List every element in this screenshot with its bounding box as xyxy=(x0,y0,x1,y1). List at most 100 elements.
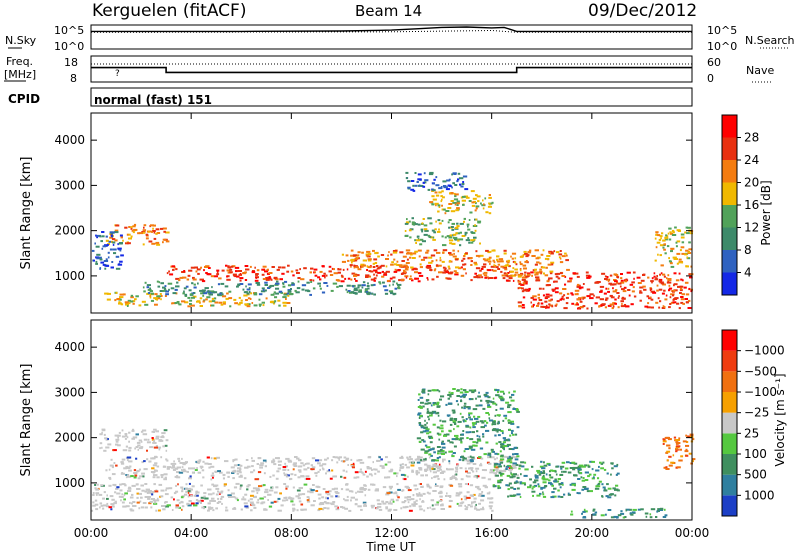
colorbar-swatch xyxy=(722,205,737,228)
heatmap-cell xyxy=(271,486,274,489)
heatmap-cell xyxy=(471,391,475,394)
heatmap-cell xyxy=(160,476,164,479)
heatmap-cell xyxy=(495,442,498,445)
heatmap-cell xyxy=(345,483,349,486)
heatmap-cell xyxy=(406,498,412,501)
heatmap-cell xyxy=(687,435,692,438)
heatmap-cell xyxy=(372,483,376,486)
heatmap-cell xyxy=(531,255,536,257)
heatmap-cell xyxy=(447,221,450,224)
heatmap-cell xyxy=(176,476,181,479)
heatmap-cell xyxy=(614,302,617,305)
heatmap-cell xyxy=(452,255,457,258)
heatmap-cell xyxy=(436,457,440,459)
heatmap-cell xyxy=(539,270,543,273)
heatmap-cell xyxy=(245,268,250,271)
heatmap-cell xyxy=(605,287,607,290)
heatmap-cell xyxy=(313,500,316,502)
heatmap-cell xyxy=(242,288,245,291)
heatmap-cell xyxy=(677,285,680,288)
heatmap-cell xyxy=(471,456,475,459)
heatmap-cell xyxy=(428,418,430,421)
heatmap-cell xyxy=(487,250,492,253)
heatmap-cell xyxy=(161,435,164,438)
heatmap-cell xyxy=(170,462,175,465)
heatmap-cell xyxy=(433,249,438,252)
heatmap-cell xyxy=(433,476,436,479)
heatmap-cell xyxy=(436,401,440,404)
heatmap-cell xyxy=(457,250,460,253)
heatmap-cell xyxy=(115,267,121,270)
heatmap-cell xyxy=(459,183,462,186)
heatmap-cell xyxy=(492,402,497,405)
heatmap-cell xyxy=(499,396,504,399)
heatmap-cell xyxy=(321,496,325,499)
heatmap-cell xyxy=(213,484,219,487)
heatmap-cell xyxy=(621,297,626,300)
heatmap-cell xyxy=(442,271,447,274)
heatmap-cell xyxy=(470,469,473,471)
heatmap-cell xyxy=(455,400,459,403)
heatmap-cell xyxy=(192,276,195,279)
heatmap-cell xyxy=(334,487,338,490)
heatmap-cell xyxy=(460,274,465,277)
heatmap-cell xyxy=(662,283,666,286)
heatmap-cell xyxy=(270,278,273,281)
colorbar-swatch xyxy=(722,330,737,351)
heatmap-cell xyxy=(517,301,523,304)
heatmap-cell xyxy=(419,238,424,241)
heatmap-cell xyxy=(100,240,103,243)
heatmap-cell xyxy=(154,462,158,465)
heatmap-cell xyxy=(361,265,364,268)
heatmap-cell xyxy=(464,233,467,236)
heatmap-cell xyxy=(503,464,506,467)
heatmap-cell xyxy=(585,271,589,274)
heatmap-cell xyxy=(520,473,522,476)
heatmap-cell xyxy=(201,280,206,283)
heatmap-cell xyxy=(106,502,109,505)
heatmap-cell xyxy=(678,261,681,264)
heatmap-cell xyxy=(443,433,447,436)
heatmap-cell xyxy=(429,236,435,239)
heatmap-cell xyxy=(91,509,94,512)
colorbar-frame xyxy=(721,329,738,517)
heatmap-cell xyxy=(210,465,215,468)
heatmap-cell xyxy=(178,460,181,463)
heatmap-cell xyxy=(176,475,179,478)
heatmap-cell xyxy=(436,501,440,504)
heatmap-cell xyxy=(557,495,561,498)
heatmap-cell xyxy=(164,295,167,297)
heatmap-cell xyxy=(620,300,624,303)
heatmap-cell xyxy=(454,419,457,422)
heatmap-cell xyxy=(338,458,340,461)
heatmap-cell xyxy=(657,297,660,300)
heatmap-cell xyxy=(145,237,149,240)
heatmap-cell xyxy=(393,258,396,261)
x-axis-ticks: 00:00 04:00 08:00 12:00 16:00 20:00 00:00 xyxy=(74,113,709,540)
heatmap-cell xyxy=(521,465,525,468)
heatmap-cell xyxy=(94,484,97,486)
heatmap-cell xyxy=(532,481,537,484)
heatmap-cell xyxy=(143,231,146,234)
heatmap-cell xyxy=(491,249,496,252)
heatmap-cell xyxy=(292,509,295,512)
heatmap-cell xyxy=(558,256,561,259)
heatmap-cell xyxy=(221,269,225,272)
heatmap-cell xyxy=(258,293,263,296)
heatmap-cell xyxy=(182,470,187,473)
noise-tick-bottom: 10^0 xyxy=(54,40,84,53)
heatmap-cell xyxy=(206,273,210,276)
heatmap-cell xyxy=(497,481,502,484)
heatmap-cell xyxy=(661,292,665,295)
heatmap-cell xyxy=(216,273,220,276)
heatmap-cell xyxy=(130,502,133,505)
x-tick-label: 16:00 xyxy=(474,526,509,540)
heatmap-cell xyxy=(561,255,566,258)
y-tick-label: 2000 xyxy=(54,431,85,445)
heatmap-cell xyxy=(528,249,532,252)
heatmap-cell xyxy=(432,463,437,466)
heatmap-cell xyxy=(488,400,492,403)
heatmap-cell xyxy=(202,300,205,303)
heatmap-cell xyxy=(428,173,434,176)
